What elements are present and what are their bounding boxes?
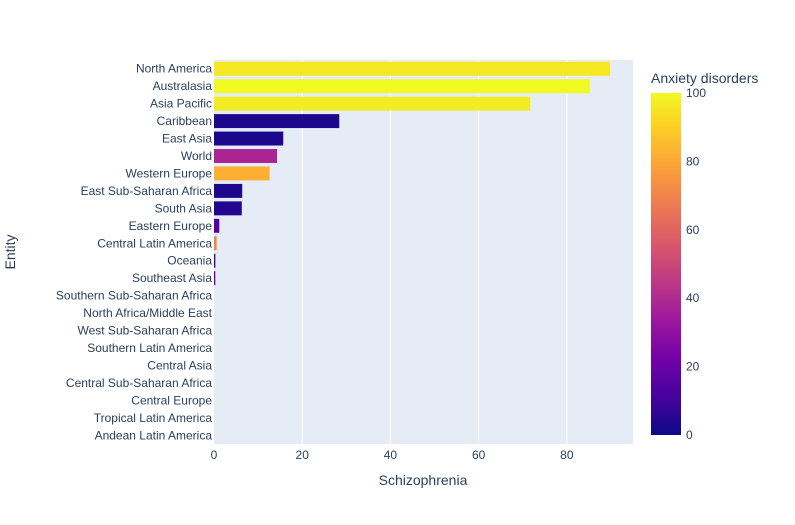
bar [214, 271, 216, 286]
colorbar-title: Anxiety disorders [651, 70, 758, 86]
y-tick-label: Asia Pacific [150, 97, 212, 111]
y-tick-label: World [181, 149, 212, 163]
x-tick-label: 20 [296, 448, 310, 462]
y-tick-label: South Asia [155, 201, 213, 215]
y-tick-label: East Sub-Saharan Africa [81, 184, 213, 198]
x-tick-label: 80 [560, 448, 574, 462]
bar [214, 166, 270, 181]
y-tick-label: Central Europe [131, 393, 212, 407]
y-tick-labels: North America Australasia Asia Pacific Cari… [56, 62, 213, 443]
x-tick-labels: 0 20 40 60 80 [211, 448, 574, 462]
colorbar-tick-label: 20 [686, 360, 700, 374]
y-tick-label: North America [136, 62, 212, 76]
y-axis-title: Entity [2, 234, 18, 269]
bar [214, 79, 590, 94]
colorbar-ticks: 0 20 40 60 80 100 [686, 86, 706, 442]
colorbar-tick-label: 60 [686, 223, 700, 237]
bar [214, 218, 220, 233]
bar [214, 201, 242, 216]
y-tick-label: Oceania [167, 254, 212, 268]
y-tick-label: North Africa/Middle East [83, 306, 212, 320]
y-tick-label: Australasia [153, 79, 213, 93]
y-tick-label: Central Latin America [97, 236, 212, 250]
y-tick-label: Andean Latin America [95, 428, 213, 442]
bar [214, 183, 243, 198]
y-tick-label: Central Sub-Saharan Africa [66, 376, 212, 390]
y-tick-label: Central Asia [147, 358, 212, 372]
y-tick-label: Southern Sub-Saharan Africa [56, 289, 212, 303]
bar [214, 149, 278, 163]
bar [214, 61, 611, 76]
colorbar [651, 93, 681, 435]
x-tick-label: 40 [384, 448, 398, 462]
colorbar-tick-label: 80 [686, 154, 700, 168]
y-tick-label: Southeast Asia [132, 271, 212, 285]
colorbar-tick-label: 0 [686, 428, 693, 442]
y-tick-label: Caribbean [157, 114, 212, 128]
y-tick-label: West Sub-Saharan Africa [77, 324, 212, 338]
y-tick-label: Western Europe [126, 166, 213, 180]
y-tick-label: East Asia [162, 132, 212, 146]
y-tick-label: Southern Latin America [87, 341, 212, 355]
bar [214, 131, 284, 146]
bar [214, 96, 531, 111]
colorbar-tick-label: 100 [686, 86, 706, 100]
bar [214, 114, 340, 129]
x-axis-title: Schizophrenia [379, 472, 468, 488]
x-tick-label: 0 [211, 448, 218, 462]
y-tick-label: Eastern Europe [129, 219, 213, 233]
bar [214, 253, 216, 268]
colorbar-tick-label: 40 [686, 291, 700, 305]
x-tick-label: 60 [472, 448, 486, 462]
bar [214, 236, 217, 251]
y-tick-label: Tropical Latin America [94, 411, 213, 425]
bars [214, 61, 611, 286]
